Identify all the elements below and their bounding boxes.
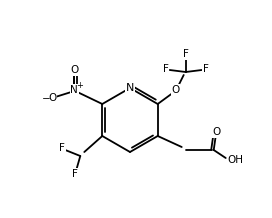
Text: O: O xyxy=(213,127,221,137)
Text: F: F xyxy=(203,64,209,74)
Text: O: O xyxy=(48,93,56,103)
Text: N: N xyxy=(70,85,78,95)
Text: +: + xyxy=(76,80,83,90)
Text: O: O xyxy=(70,65,78,75)
Text: OH: OH xyxy=(228,155,244,165)
Text: F: F xyxy=(163,64,169,74)
Text: F: F xyxy=(183,49,189,59)
Text: O: O xyxy=(172,85,180,95)
Text: −: − xyxy=(42,94,51,104)
Text: F: F xyxy=(59,143,65,153)
Text: F: F xyxy=(72,169,78,179)
Text: N: N xyxy=(126,83,134,93)
